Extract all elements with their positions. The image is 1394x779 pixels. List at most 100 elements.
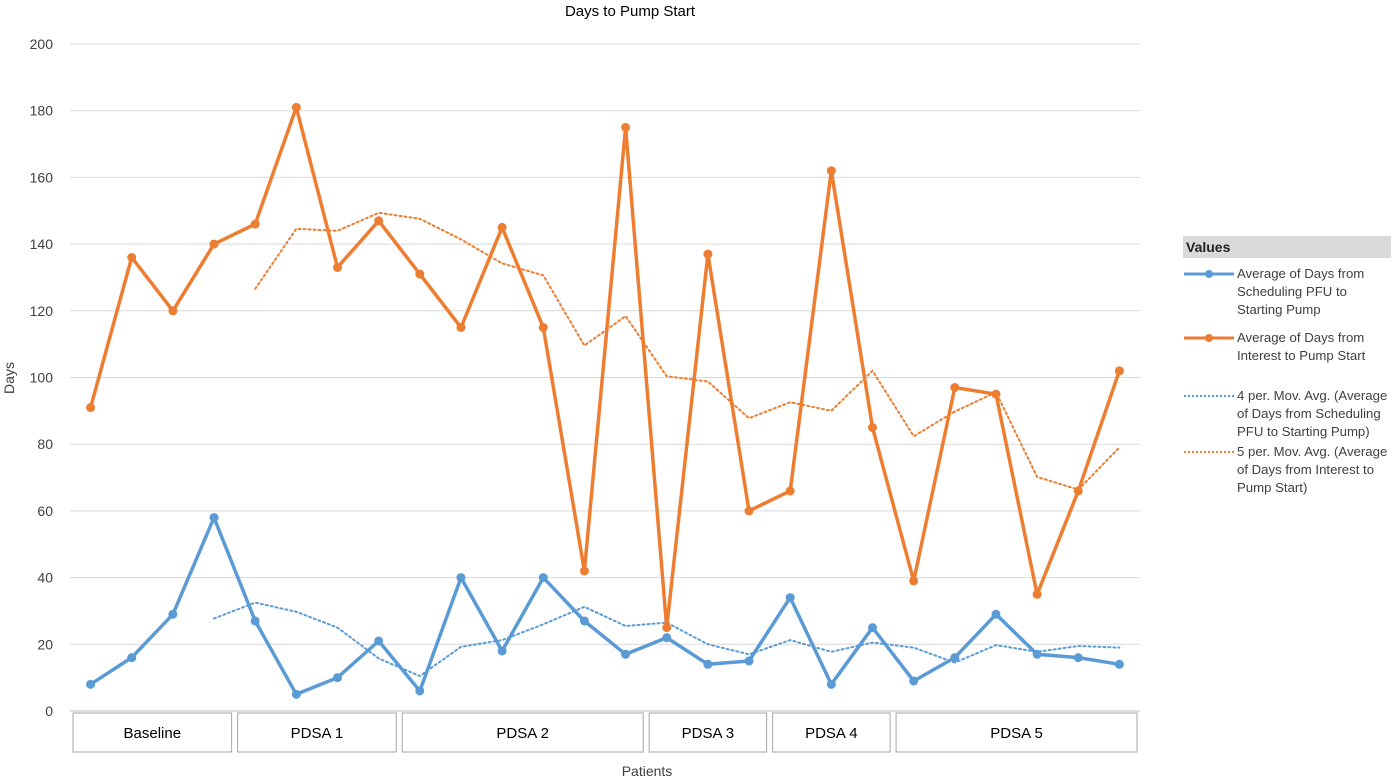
phase-box — [648, 712, 768, 753]
legend-title: Values — [1183, 236, 1391, 258]
data-point-marker — [168, 306, 178, 316]
data-point-marker — [415, 686, 425, 696]
legend-label: Average of Days from Interest to Pump St… — [1237, 330, 1366, 363]
y-tick-label: 120 — [30, 303, 54, 319]
phase-label: Baseline — [124, 725, 182, 742]
y-tick-label: 100 — [30, 370, 54, 386]
data-point-marker — [826, 679, 836, 689]
data-point-marker — [909, 676, 919, 686]
data-point-marker — [538, 573, 548, 583]
data-point-marker — [1073, 653, 1083, 663]
data-point-marker — [909, 576, 919, 586]
data-point-marker — [785, 486, 795, 496]
data-point-marker — [744, 656, 754, 666]
series-line — [89, 515, 1120, 697]
data-point-marker — [621, 122, 631, 132]
y-tick-label: 80 — [37, 436, 53, 452]
legend-swatch-solid-blue — [1184, 270, 1234, 278]
phase-label: PDSA 3 — [682, 725, 735, 742]
data-point-marker — [868, 423, 877, 433]
data-point-marker — [333, 262, 342, 272]
legend-swatch-solid-orange — [1184, 334, 1234, 342]
legend-label: 4 per. Mov. Avg. (Average of Days from S… — [1237, 388, 1388, 439]
data-point-marker — [456, 573, 466, 583]
data-point-marker — [744, 506, 754, 516]
phase-box — [772, 712, 891, 753]
data-point-marker — [333, 673, 342, 683]
legend-swatch-dotted-blue — [1184, 395, 1234, 397]
series-line — [88, 105, 1122, 630]
data-point-marker — [826, 166, 836, 176]
y-axis-label: Days — [1, 362, 17, 394]
data-point-marker — [127, 653, 137, 663]
data-point-marker — [1114, 659, 1124, 669]
data-point-marker — [950, 653, 960, 663]
data-point-marker — [991, 389, 1001, 399]
phase-box — [72, 712, 233, 753]
legend-item-mov-avg-5: 5 per. Mov. Avg. (Average of Days from I… — [1183, 443, 1391, 497]
data-point-marker — [868, 623, 877, 633]
phase-box — [895, 712, 1138, 753]
y-tick-label: 40 — [37, 570, 53, 586]
phase-box — [237, 712, 397, 753]
gridlines — [70, 43, 1140, 712]
phase-label: PDSA 2 — [496, 725, 549, 742]
data-point-marker — [950, 383, 960, 393]
data-point-marker — [415, 269, 425, 279]
phase-label: PDSA 1 — [291, 725, 344, 742]
data-point-marker — [250, 616, 260, 626]
data-point-marker — [991, 609, 1001, 619]
series-layer — [86, 102, 1124, 699]
x-axis-label: Patients — [622, 763, 673, 779]
data-point-marker — [86, 403, 96, 413]
y-tick-label: 20 — [37, 636, 53, 652]
data-point-marker — [785, 593, 795, 603]
data-point-marker — [497, 646, 507, 656]
data-point-marker — [579, 566, 589, 576]
data-point-marker — [703, 659, 713, 669]
data-point-marker — [1114, 366, 1124, 376]
data-point-marker — [703, 249, 713, 259]
legend-label: 5 per. Mov. Avg. (Average of Days from I… — [1237, 444, 1388, 495]
data-point-marker — [456, 322, 466, 332]
data-point-marker — [1032, 649, 1042, 659]
data-point-marker — [497, 222, 507, 232]
legend-item-mov-avg-4: 4 per. Mov. Avg. (Average of Days from S… — [1183, 387, 1391, 441]
y-tick-label: 180 — [30, 103, 54, 119]
legend: Values Average of Days from Scheduling P… — [1183, 236, 1391, 497]
chart-title: Days to Pump Start — [565, 3, 696, 20]
y-tick-label: 140 — [30, 236, 54, 252]
data-point-marker — [621, 649, 631, 659]
y-tick-label: 200 — [30, 36, 54, 52]
data-point-marker — [662, 623, 672, 633]
data-point-marker — [291, 689, 301, 699]
y-tick-label: 60 — [37, 503, 53, 519]
data-point-marker — [127, 252, 137, 262]
data-point-marker — [579, 616, 589, 626]
legend-item-scheduling: Average of Days from Scheduling PFU to S… — [1183, 265, 1391, 319]
legend-swatch-dotted-orange — [1184, 451, 1234, 453]
y-axis-tick-labels: 0 20 40 60 80 100 120 140 160 180 200 — [30, 36, 54, 719]
data-point-marker — [1073, 486, 1083, 496]
phase-label: PDSA 4 — [805, 725, 858, 742]
data-point-marker — [291, 102, 301, 112]
phase-label: PDSA 5 — [990, 725, 1043, 742]
data-point-marker — [86, 679, 96, 689]
y-tick-label: 0 — [45, 703, 53, 719]
data-point-marker — [1032, 589, 1042, 599]
data-point-marker — [250, 219, 260, 229]
legend-label: Average of Days from Scheduling PFU to S… — [1237, 266, 1365, 317]
data-point-marker — [662, 633, 672, 643]
data-point-marker — [168, 609, 178, 619]
phase-axis: Baseline PDSA 1 PDSA 2 PDSA 3 PDSA 4 PDSA 5 — [72, 712, 1138, 753]
data-point-marker — [374, 636, 384, 646]
legend-item-interest: Average of Days from Interest to Pump St… — [1183, 329, 1391, 365]
data-point-marker — [374, 216, 384, 226]
y-tick-label: 160 — [30, 169, 54, 185]
series-line-moving-average — [254, 211, 1121, 491]
phase-box — [401, 712, 644, 753]
data-point-marker — [209, 513, 219, 523]
data-point-marker — [538, 322, 548, 332]
data-point-marker — [209, 239, 219, 249]
